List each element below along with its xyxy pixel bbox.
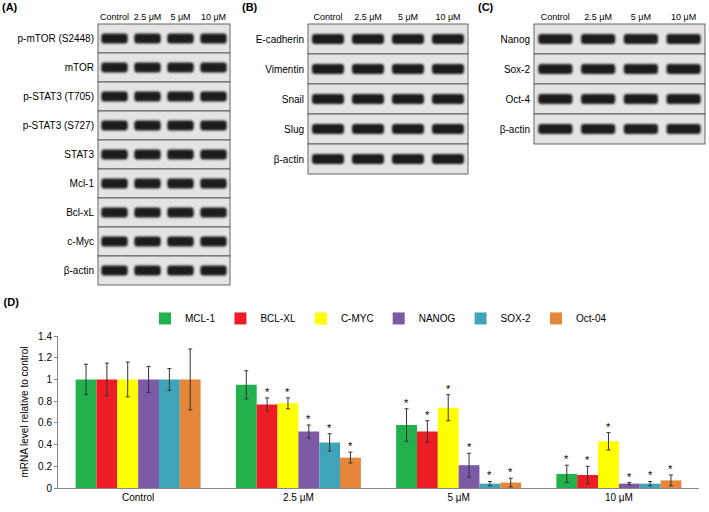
svg-text:*: * — [348, 440, 353, 452]
svg-text:β-actin: β-actin — [64, 265, 94, 276]
svg-text:Control: Control — [541, 12, 570, 22]
svg-text:MCL-1: MCL-1 — [185, 313, 215, 324]
svg-text:Mcl-1: Mcl-1 — [70, 178, 95, 189]
svg-text:Sox-2: Sox-2 — [504, 64, 531, 75]
svg-text:(B): (B) — [242, 1, 258, 13]
svg-text:5 μM: 5 μM — [398, 12, 418, 22]
svg-text:Snail: Snail — [282, 94, 304, 105]
svg-text:*: * — [487, 469, 492, 481]
svg-text:*: * — [564, 453, 569, 465]
svg-text:0.4: 0.4 — [38, 439, 52, 450]
svg-text:*: * — [508, 466, 513, 478]
svg-text:0.8: 0.8 — [38, 396, 52, 407]
svg-text:2.5 μM: 2.5 μM — [354, 12, 382, 22]
svg-text:p-STAT3 (T705): p-STAT3 (T705) — [23, 91, 94, 102]
svg-text:*: * — [327, 422, 332, 434]
svg-text:5 μM: 5 μM — [447, 492, 469, 503]
svg-text:5 μM: 5 μM — [631, 12, 651, 22]
svg-text:0.6: 0.6 — [38, 417, 52, 428]
svg-text:Vimentin: Vimentin — [265, 64, 304, 75]
svg-text:Control: Control — [122, 492, 154, 503]
svg-text:Control: Control — [313, 12, 342, 22]
svg-text:*: * — [467, 441, 472, 453]
svg-text:10 μM: 10 μM — [435, 12, 460, 22]
svg-text:10 μM: 10 μM — [605, 492, 633, 503]
svg-text:2.5 μM: 2.5 μM — [584, 12, 612, 22]
svg-text:SOX-2: SOX-2 — [501, 313, 531, 324]
svg-text:p-STAT3 (S727): p-STAT3 (S727) — [23, 120, 94, 131]
svg-text:10 μM: 10 μM — [201, 12, 226, 22]
svg-text:1: 1 — [46, 374, 52, 385]
svg-text:Slug: Slug — [284, 124, 304, 135]
svg-text:STAT3: STAT3 — [64, 149, 94, 160]
svg-text:(A): (A) — [2, 1, 18, 13]
svg-text:Oct-04: Oct-04 — [576, 313, 606, 324]
svg-text:BCL-XL: BCL-XL — [260, 313, 295, 324]
svg-text:mTOR: mTOR — [65, 62, 94, 73]
svg-text:(C): (C) — [478, 1, 494, 13]
svg-text:5 μM: 5 μM — [170, 12, 190, 22]
svg-text:mRNA level relative to control: mRNA level relative to control — [19, 346, 30, 477]
svg-text:(D): (D) — [4, 296, 20, 308]
svg-text:*: * — [446, 383, 451, 395]
svg-text:p-mTOR (S2448): p-mTOR (S2448) — [17, 33, 94, 44]
svg-text:*: * — [425, 409, 430, 421]
svg-text:0: 0 — [46, 483, 52, 494]
svg-text:*: * — [265, 386, 270, 398]
svg-text:*: * — [668, 463, 673, 475]
svg-text:*: * — [606, 421, 611, 433]
svg-text:Oct-4: Oct-4 — [506, 94, 531, 105]
svg-text:Bcl-xL: Bcl-xL — [66, 207, 94, 218]
svg-text:Control: Control — [100, 12, 129, 22]
svg-text:β-actin: β-actin — [274, 154, 304, 165]
svg-text:*: * — [306, 413, 311, 425]
svg-text:*: * — [627, 471, 632, 483]
svg-text:2.5 μM: 2.5 μM — [283, 492, 314, 503]
svg-text:C-MYC: C-MYC — [341, 313, 374, 324]
svg-text:NANOG: NANOG — [419, 313, 456, 324]
svg-text:Nanog: Nanog — [501, 34, 530, 45]
svg-text:2.5 μM: 2.5 μM — [134, 12, 162, 22]
svg-text:c-Myc: c-Myc — [67, 236, 94, 247]
svg-text:1.4: 1.4 — [38, 331, 52, 342]
svg-text:*: * — [585, 454, 590, 466]
svg-text:1.2: 1.2 — [38, 352, 52, 363]
svg-text:β-actin: β-actin — [500, 124, 530, 135]
svg-text:*: * — [285, 386, 290, 398]
svg-text:*: * — [648, 469, 653, 481]
svg-text:*: * — [404, 397, 409, 409]
svg-text:10 μM: 10 μM — [671, 12, 696, 22]
svg-text:0.2: 0.2 — [38, 461, 52, 472]
svg-text:E-cadherin: E-cadherin — [256, 34, 304, 45]
